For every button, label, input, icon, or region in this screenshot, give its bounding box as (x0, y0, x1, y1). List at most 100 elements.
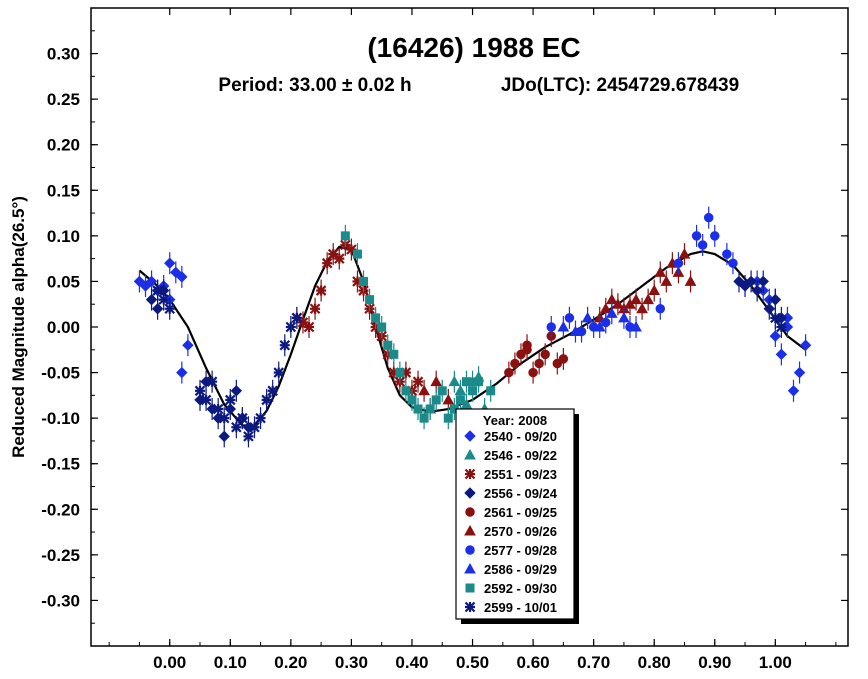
data-point (285, 321, 297, 333)
y-tick-label: -0.20 (41, 500, 80, 519)
data-point (230, 385, 243, 397)
data-point (194, 385, 206, 397)
y-tick-label: -0.10 (41, 409, 80, 428)
data-point (218, 412, 230, 424)
data-point (799, 339, 812, 351)
x-axis: 0.00 0.10 0.20 0.30 0.40 0.50 0.60 0.70 0.80 0.90… (108, 8, 837, 672)
data-point (267, 385, 278, 397)
data-point (648, 284, 661, 296)
x-tick-label: 0.00 (153, 653, 186, 672)
data-point (522, 345, 532, 355)
data-point (776, 321, 787, 333)
y-tick-label: 0.20 (47, 136, 80, 155)
data-point (468, 386, 478, 396)
data-point (461, 377, 471, 387)
data-point (448, 375, 461, 387)
data-point (340, 231, 350, 241)
y-tick-label: -0.05 (41, 364, 80, 383)
data-point (401, 386, 411, 396)
data-point (660, 275, 673, 286)
y-tick-label: -0.25 (41, 546, 80, 565)
data-point (569, 325, 582, 337)
legend-entry-label: 2540 - 09/20 (484, 429, 557, 444)
y-axis-label: Reduced Magnitude alpha(26.5°) (9, 196, 28, 458)
y-tick-label: 0.10 (47, 227, 80, 246)
y-tick-label: 0.00 (47, 318, 80, 337)
y-axis: -0.30 -0.25 -0.20 -0.15 -0.10 -0.05 0.00 0.05 0.… (41, 30, 848, 624)
legend-entry-label: 2577 - 09/28 (484, 543, 557, 558)
data-point (352, 249, 362, 259)
data-point (371, 313, 381, 323)
legend-entry-label: 2586 - 09/29 (484, 562, 557, 577)
legend-marker (464, 524, 476, 536)
data-point (145, 293, 158, 306)
data-point (158, 294, 169, 305)
x-tick-label: 0.30 (335, 653, 368, 672)
chart-subtitle-epoch: JDo(LTC): 2454729.678439 (501, 75, 739, 96)
legend-marker (464, 601, 476, 613)
data-point (321, 257, 333, 269)
data-point (630, 320, 642, 332)
data-point (225, 394, 236, 406)
series-10 (152, 279, 787, 448)
data-point (431, 395, 441, 405)
legend-entry-label: 2592 - 09/30 (484, 581, 557, 596)
data-point (315, 285, 327, 296)
data-point (383, 340, 393, 350)
data-point (757, 275, 769, 288)
data-point (412, 376, 424, 387)
legend: Year: 2008 2540 - 09/20 2546 - 09/22 2551 … (455, 408, 579, 624)
data-point (540, 349, 550, 360)
data-point (691, 231, 702, 241)
y-tick-label: 0.15 (47, 181, 80, 200)
data-point (684, 275, 697, 286)
data-point (642, 293, 655, 305)
data-point (751, 284, 763, 297)
data-point (418, 384, 430, 396)
data-point (218, 430, 230, 443)
data-point (697, 240, 708, 250)
data-point (728, 258, 738, 268)
data-point (769, 330, 782, 342)
legend-marker (465, 507, 475, 517)
data-point (655, 304, 666, 314)
legend-entry-label: 2546 - 09/22 (484, 448, 557, 463)
data-point (389, 349, 399, 359)
data-point (593, 320, 606, 332)
data-point (273, 367, 285, 378)
data-points (133, 206, 812, 448)
data-point (255, 412, 266, 424)
data-point (419, 413, 429, 423)
legend-box (455, 408, 575, 620)
data-point (793, 366, 806, 379)
data-point (164, 257, 176, 269)
data-point (558, 354, 569, 364)
data-point (673, 258, 684, 268)
data-point (249, 421, 260, 433)
x-tick-label: 0.90 (698, 653, 731, 672)
data-point (365, 295, 375, 305)
legend-entry-label: 2561 - 09/25 (484, 505, 557, 520)
data-point (581, 311, 594, 323)
x-tick-label: 0.10 (214, 653, 247, 672)
data-point (442, 393, 455, 405)
x-tick-label: 0.40 (395, 653, 428, 672)
data-point (504, 367, 514, 378)
data-point (395, 368, 405, 378)
data-point (164, 303, 176, 315)
data-point (425, 404, 435, 414)
data-point (703, 212, 714, 223)
data-point (557, 320, 570, 332)
data-point (601, 317, 611, 328)
series-7 (546, 206, 738, 343)
y-tick-label: 0.25 (47, 90, 80, 109)
x-tick-label: 1.00 (759, 653, 792, 672)
data-point (303, 321, 315, 333)
data-point (334, 253, 345, 264)
x-tick-label: 0.50 (456, 653, 489, 672)
legend-marker (464, 487, 476, 499)
data-point (546, 322, 557, 332)
data-point (346, 244, 357, 255)
data-point (528, 367, 538, 378)
data-point (309, 303, 321, 315)
